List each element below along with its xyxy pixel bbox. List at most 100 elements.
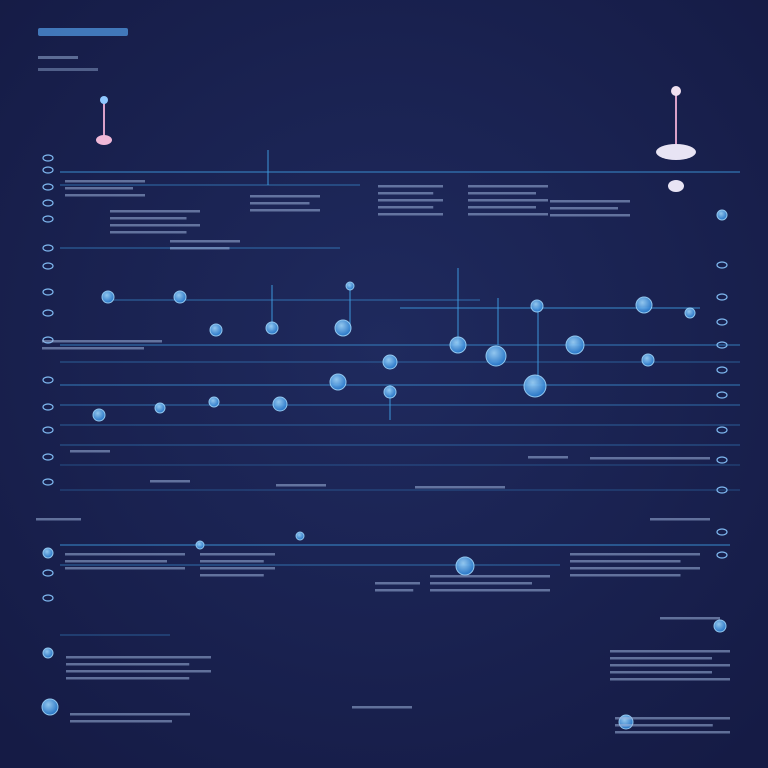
node bbox=[383, 385, 397, 399]
text-line bbox=[468, 213, 548, 216]
text-line bbox=[660, 617, 720, 620]
icon bbox=[716, 318, 728, 326]
text-line bbox=[610, 664, 730, 667]
text-line bbox=[430, 589, 550, 592]
text-line bbox=[65, 567, 185, 570]
header-mark bbox=[38, 56, 78, 59]
text-line bbox=[610, 650, 730, 653]
icon bbox=[716, 426, 728, 434]
node bbox=[635, 296, 653, 314]
text-line bbox=[200, 553, 275, 556]
text-line bbox=[250, 195, 320, 198]
text-line bbox=[430, 582, 532, 585]
text-line bbox=[378, 206, 434, 209]
text-line bbox=[110, 224, 200, 227]
text-line bbox=[42, 340, 162, 343]
text-line bbox=[550, 200, 630, 203]
node bbox=[208, 396, 220, 408]
icon bbox=[716, 528, 728, 536]
icon bbox=[716, 486, 728, 494]
node bbox=[42, 547, 54, 559]
node bbox=[455, 556, 475, 576]
node bbox=[485, 345, 507, 367]
text-line bbox=[250, 209, 320, 212]
node bbox=[329, 373, 347, 391]
node bbox=[209, 323, 223, 337]
text-line bbox=[615, 731, 730, 734]
text-line bbox=[615, 724, 713, 727]
icon bbox=[716, 391, 728, 399]
text-line bbox=[65, 553, 185, 556]
node bbox=[530, 299, 544, 313]
icon bbox=[42, 262, 54, 270]
text-line bbox=[250, 202, 310, 205]
text-line bbox=[415, 486, 505, 489]
text-line bbox=[65, 180, 145, 183]
icon bbox=[716, 456, 728, 464]
header-mark bbox=[38, 28, 128, 36]
icon bbox=[42, 215, 54, 223]
header-mark bbox=[38, 68, 98, 71]
text-line bbox=[65, 187, 133, 190]
icon bbox=[42, 453, 54, 461]
text-line bbox=[378, 213, 443, 216]
node bbox=[523, 374, 547, 398]
node bbox=[92, 408, 106, 422]
text-line bbox=[110, 217, 187, 220]
text-line bbox=[468, 192, 536, 195]
text-line bbox=[200, 567, 275, 570]
pin-base bbox=[668, 180, 684, 192]
node bbox=[195, 540, 205, 550]
text-line bbox=[430, 575, 550, 578]
node bbox=[295, 531, 305, 541]
text-line bbox=[550, 207, 618, 210]
pin-head bbox=[100, 96, 108, 104]
text-line bbox=[170, 247, 230, 250]
text-line bbox=[375, 589, 414, 592]
text-line bbox=[570, 574, 681, 577]
text-line bbox=[570, 560, 681, 563]
icon bbox=[42, 594, 54, 602]
node bbox=[41, 698, 59, 716]
pin-head bbox=[671, 86, 681, 96]
text-line bbox=[110, 210, 200, 213]
node bbox=[42, 647, 54, 659]
node bbox=[334, 319, 352, 337]
text-line bbox=[70, 450, 110, 453]
icon bbox=[716, 551, 728, 559]
text-line bbox=[70, 720, 172, 723]
node bbox=[716, 209, 728, 221]
icon bbox=[42, 569, 54, 577]
icon bbox=[42, 309, 54, 317]
text-line bbox=[150, 480, 190, 483]
text-line bbox=[610, 657, 712, 660]
icon bbox=[42, 166, 54, 174]
node bbox=[272, 396, 288, 412]
icon bbox=[716, 293, 728, 301]
text-line bbox=[615, 717, 730, 720]
icon bbox=[716, 261, 728, 269]
text-line bbox=[650, 518, 710, 521]
icon bbox=[42, 183, 54, 191]
text-line bbox=[570, 567, 700, 570]
text-line bbox=[528, 456, 568, 459]
node bbox=[173, 290, 187, 304]
text-line bbox=[610, 671, 712, 674]
text-line bbox=[70, 713, 190, 716]
icon bbox=[42, 199, 54, 207]
icon bbox=[42, 244, 54, 252]
text-line bbox=[468, 206, 536, 209]
text-line bbox=[42, 347, 144, 350]
text-line bbox=[468, 185, 548, 188]
icon bbox=[42, 154, 54, 162]
pin-base bbox=[656, 144, 696, 160]
icon bbox=[42, 478, 54, 486]
text-line bbox=[36, 518, 81, 521]
icon bbox=[42, 376, 54, 384]
icon bbox=[42, 403, 54, 411]
text-line bbox=[378, 199, 443, 202]
decorations bbox=[36, 150, 740, 734]
text-line bbox=[170, 240, 240, 243]
